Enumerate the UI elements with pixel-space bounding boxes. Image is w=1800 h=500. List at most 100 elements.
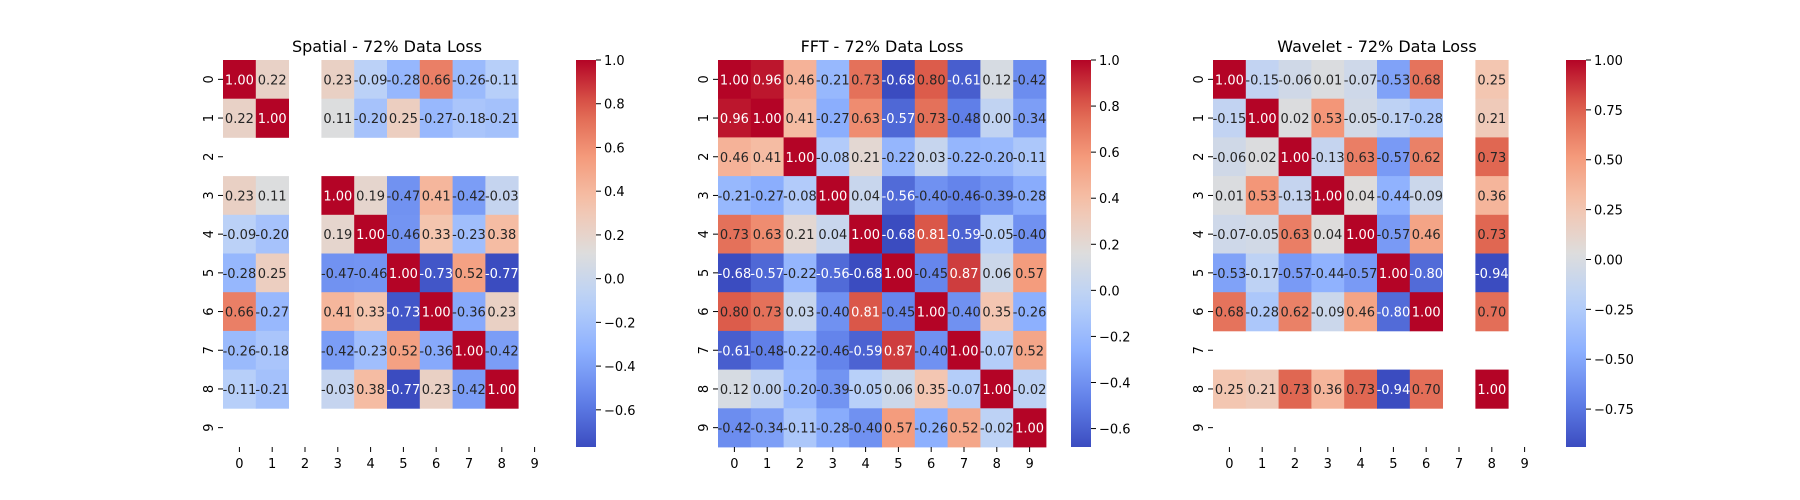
heatmap-cell-label: -0.05: [980, 228, 1014, 243]
heatmap-cell-label: -0.07: [1213, 228, 1247, 243]
heatmap-cell: [1213, 98, 1247, 138]
heatmap-cell: [1245, 60, 1279, 100]
heatmap-cell: [980, 408, 1014, 448]
heatmap-cell: [914, 137, 948, 177]
heatmap-cell-label: 0.03: [786, 306, 815, 321]
heatmap-cell: [718, 137, 752, 177]
heatmap-cell: [1311, 60, 1345, 100]
heatmap-cell-label: 0.96: [720, 112, 749, 127]
y-tick-label: 9: [697, 424, 712, 432]
x-tick-label: 3: [334, 457, 342, 472]
heatmap-cell: [882, 253, 916, 293]
colorbar: [576, 60, 596, 447]
heatmap-cell-label: -0.28: [816, 422, 850, 437]
heatmap-cell: [255, 98, 289, 138]
colorbar-tick-label: 0.8: [604, 98, 625, 113]
heatmap-cell: [255, 369, 289, 409]
heatmap-cell: [387, 176, 421, 216]
heatmap-cell-label: 0.73: [917, 112, 946, 127]
x-tick-label: 0: [1225, 457, 1233, 472]
heatmap-cell: [255, 292, 289, 332]
heatmap-cell-label: -0.17: [1245, 267, 1279, 282]
heatmap-cell-label: -0.68: [882, 228, 916, 243]
y-tick-label: 6: [1192, 307, 1207, 315]
heatmap-cell-label: -0.40: [849, 422, 883, 437]
heatmap-cell: [419, 214, 453, 254]
x-tick-label: 1: [268, 457, 276, 472]
heatmap-cell: [419, 330, 453, 370]
heatmap-cell-label: -0.03: [321, 383, 355, 398]
heatmap-cell: [816, 60, 850, 100]
heatmap-cell-label: -0.77: [387, 383, 421, 398]
heatmap-cell-label: -0.36: [419, 344, 453, 359]
heatmap-cell: [1344, 292, 1378, 332]
heatmap-cell: [849, 253, 883, 293]
y-tick-label: 2: [697, 153, 712, 161]
heatmap-cell: [816, 214, 850, 254]
heatmap-cell: [1377, 214, 1411, 254]
heatmap-cell-label: -0.07: [947, 383, 981, 398]
heatmap-cell-label: -0.42: [321, 344, 355, 359]
heatmap-cell: [914, 176, 948, 216]
heatmap-cell: [750, 137, 784, 177]
heatmap-cell-label: -0.03: [485, 189, 519, 204]
heatmap-cell: [452, 176, 486, 216]
heatmap-cell: [1245, 98, 1279, 138]
heatmap-cell-label: 1.00: [487, 383, 516, 398]
y-tick-label: 9: [1192, 424, 1207, 432]
heatmap-cell: [1013, 214, 1047, 254]
heatmap-cell-label: -0.05: [1245, 228, 1279, 243]
colorbar-tick-label: 0.0: [1099, 284, 1120, 299]
heatmap-cell: [485, 60, 519, 100]
heatmap-cell-label: 1.00: [720, 73, 749, 88]
heatmap-cell: [718, 176, 752, 216]
heatmap-cell: [1409, 369, 1443, 409]
heatmap-cell-label: -0.27: [419, 112, 453, 127]
heatmap-cell: [783, 60, 817, 100]
heatmap-cell-label: 0.36: [1313, 383, 1342, 398]
heatmap-cell: [816, 408, 850, 448]
heatmap-cell: [485, 176, 519, 216]
heatmap-cell-label: -0.34: [750, 422, 784, 437]
heatmap-cell-label: 0.04: [818, 228, 847, 243]
x-tick-label: 9: [530, 457, 538, 472]
heatmap-cell: [783, 176, 817, 216]
x-tick-label: 0: [730, 457, 738, 472]
heatmap-cell-label: -0.48: [947, 112, 981, 127]
heatmap-cell: [1377, 176, 1411, 216]
heatmap-cell-label: -0.21: [718, 189, 752, 204]
y-tick-label: 7: [697, 346, 712, 354]
heatmap-cell-label: 0.02: [1281, 112, 1310, 127]
heatmap-cell: [1213, 369, 1247, 409]
heatmap-cell: [914, 292, 948, 332]
heatmap-cell: [387, 214, 421, 254]
heatmap-cell: [783, 292, 817, 332]
heatmap-cell: [1311, 253, 1345, 293]
heatmap-cell-label: 0.41: [422, 189, 451, 204]
x-tick-label: 2: [301, 457, 309, 472]
heatmap-cell-label: 0.52: [455, 267, 484, 282]
heatmap-cell: [882, 176, 916, 216]
heatmap-cell-label: -0.57: [1278, 267, 1312, 282]
heatmap-cell-label: -0.57: [1344, 267, 1378, 282]
heatmap-cell: [419, 253, 453, 293]
heatmap-cell-label: -0.42: [452, 189, 486, 204]
heatmap-cell: [816, 292, 850, 332]
heatmap-cell-label: -0.22: [882, 151, 916, 166]
x-tick-label: 7: [960, 457, 968, 472]
y-tick-label: 3: [697, 191, 712, 199]
heatmap-cell-label: -0.36: [452, 306, 486, 321]
heatmap-cell-label: 0.41: [753, 151, 782, 166]
heatmap-cell-label: -0.40: [816, 306, 850, 321]
heatmap-cell-label: -0.68: [849, 267, 883, 282]
heatmap-cell: [718, 60, 752, 100]
heatmap-cell-label: 0.35: [917, 383, 946, 398]
x-tick-label: 8: [1488, 457, 1496, 472]
heatmap-cell-label: 0.21: [1248, 383, 1277, 398]
heatmap-cell-label: -0.02: [1013, 383, 1047, 398]
x-tick-label: 2: [796, 457, 804, 472]
colorbar: [1071, 60, 1091, 447]
heatmap-cell-label: 0.22: [225, 112, 254, 127]
heatmap-cell: [1013, 408, 1047, 448]
heatmap-cell: [1278, 60, 1312, 100]
